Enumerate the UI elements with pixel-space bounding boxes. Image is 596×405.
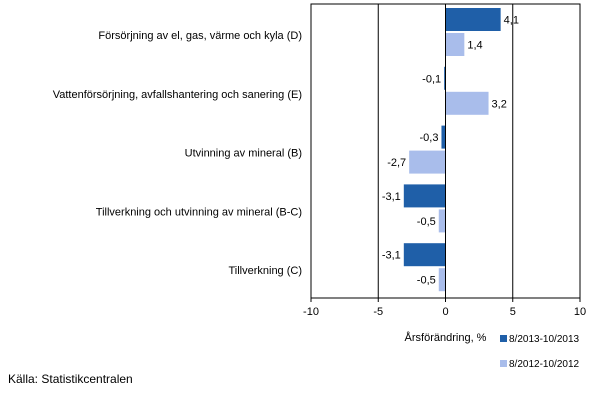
- x-tick-label: 10: [574, 306, 586, 318]
- data-label: -0,1: [422, 73, 441, 85]
- data-label: -0,5: [417, 275, 436, 287]
- data-label: -0,3: [419, 132, 438, 144]
- x-axis-ticks: -10 -5 0 5 10: [303, 298, 586, 318]
- data-label: -3,1: [382, 191, 401, 203]
- bar: [445, 8, 501, 31]
- x-axis-title: Årsförändring, %: [405, 331, 487, 344]
- bar: [409, 150, 446, 174]
- data-label: 1,4: [467, 40, 482, 52]
- x-tick-label: 0: [442, 306, 448, 318]
- data-label: -3,1: [382, 250, 401, 262]
- legend-swatch: [500, 335, 507, 342]
- bar: [403, 243, 446, 267]
- bar: [444, 66, 446, 90]
- bar: [438, 268, 446, 292]
- data-label: 3,2: [492, 98, 507, 110]
- x-tick-label: -10: [303, 306, 319, 318]
- bar: [445, 33, 465, 56]
- bar: [441, 125, 446, 149]
- source-note: Källa: Statistikcentralen: [8, 372, 133, 386]
- x-tick-label: -5: [373, 306, 383, 318]
- category-label: Vattenförsörjning, avfallshantering och …: [53, 89, 302, 101]
- legend-label: 8/2013-10/2013: [509, 334, 580, 345]
- bar: [438, 209, 446, 233]
- value-labels: 4,1 1,4 -0,1 3,2 -0,3 -2,7 -3,1 -0,5 -3,1 -0,5: [382, 15, 519, 287]
- category-label: Utvinning av mineral (B): [185, 148, 302, 160]
- x-tick-label: 5: [510, 306, 516, 318]
- data-label: -2,7: [387, 157, 406, 169]
- category-label: Tillverkning (C): [228, 265, 302, 277]
- data-label: 4,1: [504, 15, 519, 27]
- gridlines: [377, 4, 514, 298]
- category-label: Tillverkning och utvinning av mineral (B…: [96, 206, 302, 218]
- bar: [445, 91, 489, 115]
- category-labels: Försörjning av el, gas, värme och kyla (…: [53, 30, 302, 277]
- bars: [403, 8, 501, 292]
- legend: 8/2013-10/2013 8/2012-10/2012: [500, 334, 580, 370]
- bar: [403, 184, 446, 208]
- data-label: -0,5: [417, 216, 436, 228]
- category-label: Försörjning av el, gas, värme och kyla (…: [98, 30, 302, 42]
- legend-swatch: [500, 360, 507, 367]
- legend-label: 8/2012-10/2012: [509, 359, 580, 370]
